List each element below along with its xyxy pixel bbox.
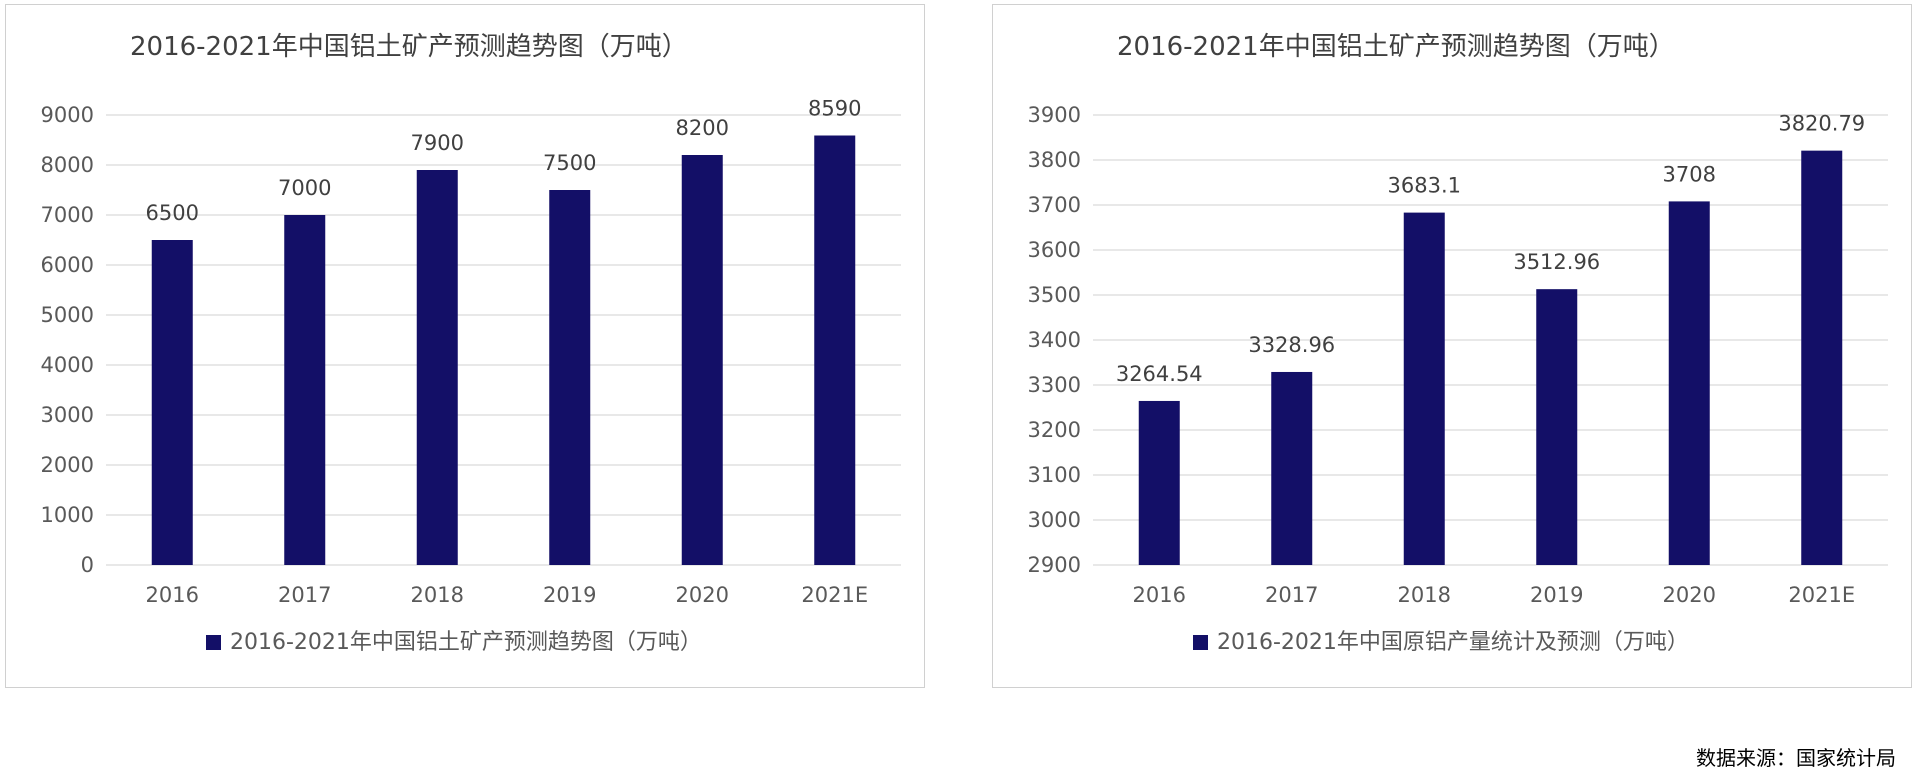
bar-chart-right: 2016-2021年中国铝土矿产预测趋势图（万吨） 2900 3000 3100 320… — [1028, 32, 1888, 655]
y-tick-label: 3100 — [1028, 463, 1081, 487]
data-label: 8200 — [676, 116, 729, 140]
y-tick-label: 3700 — [1028, 193, 1081, 217]
y-tick-label: 8000 — [41, 153, 94, 177]
x-tick-label: 2016 — [1133, 583, 1186, 607]
y-tick-label: 3400 — [1028, 328, 1081, 352]
y-tick-label: 5000 — [41, 303, 94, 327]
x-tick-label: 2019 — [543, 583, 596, 607]
x-tick-label: 2017 — [278, 583, 331, 607]
x-tick-label: 2018 — [1398, 583, 1451, 607]
chart-title: 2016-2021年中国铝土矿产预测趋势图（万吨） — [1117, 32, 1675, 62]
bar — [1271, 371, 1313, 565]
data-label: 3708 — [1663, 162, 1716, 186]
x-tick-label: 2021E — [801, 583, 868, 607]
chart-panel-right: 2016-2021年中国铝土矿产预测趋势图（万吨） 2900 3000 3100 320… — [992, 4, 1912, 688]
y-tick-label: 2900 — [1028, 553, 1081, 577]
chart-panel-left: 2016-2021年中国铝土矿产预测趋势图（万吨） 0 1000 2000 3000 40… — [5, 4, 925, 688]
chart-title: 2016-2021年中国铝土矿产预测趋势图（万吨） — [130, 32, 688, 62]
y-tick-label: 1000 — [41, 503, 94, 527]
bar — [1536, 289, 1578, 565]
y-tick-label: 3000 — [41, 403, 94, 427]
y-tick-label: 3300 — [1028, 373, 1081, 397]
legend-swatch — [206, 635, 221, 650]
bar — [549, 190, 591, 565]
y-tick-label: 3600 — [1028, 238, 1081, 262]
x-tick-label: 2017 — [1265, 583, 1318, 607]
y-tick-label: 2000 — [41, 453, 94, 477]
y-tick-label: 3500 — [1028, 283, 1081, 307]
data-label: 3264.54 — [1116, 362, 1203, 386]
data-label: 7000 — [278, 176, 331, 200]
legend-swatch — [1193, 635, 1208, 650]
data-label: 7500 — [543, 151, 596, 175]
x-tick-label: 2020 — [676, 583, 729, 607]
bar — [814, 135, 856, 565]
data-label: 8590 — [808, 97, 861, 121]
data-label: 3683.1 — [1388, 174, 1461, 198]
source-note: 数据来源：国家统计局 — [1696, 746, 1896, 770]
legend-label: 2016-2021年中国原铝产量统计及预测（万吨） — [1217, 630, 1689, 655]
bar — [284, 215, 326, 565]
data-label: 3328.96 — [1248, 333, 1335, 357]
x-tick-label: 2020 — [1663, 583, 1716, 607]
y-tick-label: 7000 — [41, 203, 94, 227]
bar — [1403, 212, 1445, 566]
data-label: 7900 — [411, 131, 464, 155]
y-tick-label: 9000 — [41, 103, 94, 127]
y-tick-label: 4000 — [41, 353, 94, 377]
bar — [1668, 201, 1710, 565]
bar — [416, 170, 458, 565]
bar — [681, 155, 723, 565]
legend-label: 2016-2021年中国铝土矿产预测趋势图（万吨） — [230, 630, 702, 655]
bar-chart-left: 2016-2021年中国铝土矿产预测趋势图（万吨） 0 1000 2000 3000 40… — [41, 32, 901, 655]
y-tick-label: 3800 — [1028, 148, 1081, 172]
bar — [1801, 150, 1843, 565]
x-tick-label: 2018 — [411, 583, 464, 607]
y-tick-label: 3900 — [1028, 103, 1081, 127]
data-label: 6500 — [146, 201, 199, 225]
x-tick-label: 2016 — [146, 583, 199, 607]
y-tick-label: 3000 — [1028, 508, 1081, 532]
y-tick-label: 3200 — [1028, 418, 1081, 442]
bar — [1138, 400, 1180, 565]
data-label: 3512.96 — [1513, 250, 1600, 274]
x-tick-label: 2019 — [1530, 583, 1583, 607]
y-tick-label: 0 — [81, 553, 94, 577]
bar — [151, 240, 193, 565]
data-label: 3820.79 — [1778, 112, 1865, 136]
y-tick-label: 6000 — [41, 253, 94, 277]
x-tick-label: 2021E — [1788, 583, 1855, 607]
